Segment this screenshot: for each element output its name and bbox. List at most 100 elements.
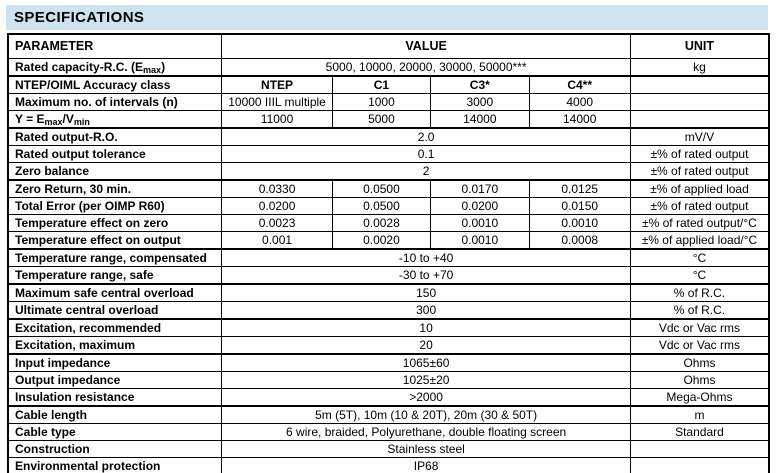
- parameter-cell: Temperature effect on output: [7, 231, 223, 250]
- table-row: Cable length 5m (5T), 10m (10 & 20T), 20m…: [7, 405, 770, 424]
- table-row: Output impedance 1025±20 Ohms: [7, 371, 770, 389]
- value-cell: 0.0125: [528, 179, 631, 198]
- unit-cell: [629, 75, 770, 94]
- value-cell: 0.0170: [430, 179, 530, 198]
- unit-cell: [629, 457, 770, 473]
- parameter-cell: Y = Emax/Vmin: [7, 110, 223, 129]
- value-cell: 1025±20: [221, 371, 631, 389]
- unit-column-header: UNIT: [629, 33, 770, 59]
- table-row: Ultimate central overload 300% of R.C.: [7, 301, 770, 320]
- unit-cell: Vdc or Vac rms: [629, 336, 770, 355]
- unit-cell: ±% of applied load/°C: [629, 231, 770, 250]
- table-row: Temperature effect on zero 0.0023 0.0028 0.…: [7, 214, 770, 232]
- value-cell: 0.0200: [221, 197, 333, 215]
- parameter-cell: Input impedance: [7, 353, 223, 372]
- specifications-table: PARAMETER VALUE UNIT Rated capacity-R.C.…: [7, 33, 770, 473]
- unit-cell: Standard: [629, 423, 770, 441]
- value-cell: 0.0500: [331, 179, 432, 198]
- parameter-cell: Cable type: [7, 423, 223, 441]
- table-row: Environmental protection IP68: [7, 457, 770, 473]
- value-cell: 14000: [430, 110, 530, 129]
- parameter-cell: Temperature effect on zero: [7, 214, 223, 232]
- unit-cell: ±% of rated output: [629, 145, 770, 163]
- value-column-header: VALUE: [221, 33, 631, 59]
- value-cell: 0.0028: [331, 214, 432, 232]
- value-cell: >2000: [221, 388, 631, 407]
- value-cell: 4000: [528, 93, 631, 111]
- value-cell: 11000: [221, 110, 333, 129]
- value-cell: 1065±60: [221, 353, 631, 372]
- parameter-cell: Construction: [7, 440, 223, 458]
- value-cell: 1000: [331, 93, 432, 111]
- table-row: NTEP/OIML Accuracy class NTEP C1 C3* C4**: [7, 75, 770, 94]
- unit-cell: °C: [629, 248, 770, 267]
- parameter-cell: Rated output-R.O.: [7, 127, 223, 146]
- parameter-cell: Excitation, maximum: [7, 336, 223, 355]
- unit-cell: m: [629, 405, 770, 424]
- value-cell: 20: [221, 336, 631, 355]
- unit-cell: ±% of applied load: [629, 179, 770, 198]
- value-cell: 3000: [430, 93, 530, 111]
- unit-cell: °C: [629, 266, 770, 285]
- value-cell: 5000, 10000, 20000, 30000, 50000***: [221, 58, 631, 77]
- value-cell: 10000 IIIL multiple: [221, 93, 333, 111]
- page-title: SPECIFICATIONS: [14, 9, 145, 26]
- table-row: Temperature range, safe -30 to +70 °C: [7, 266, 770, 285]
- value-cell: 150: [221, 283, 631, 302]
- value-cell: 0.0010: [430, 214, 530, 232]
- parameter-cell: Maximum no. of intervals (n): [7, 93, 223, 111]
- value-cell: C4**: [528, 75, 631, 94]
- value-cell: 0.0010: [528, 214, 631, 232]
- section-title-bar: SPECIFICATIONS: [6, 5, 768, 30]
- value-cell: 5000: [331, 110, 432, 129]
- table-row: Zero Return, 30 min. 0.0330 0.0500 0.0170 0.…: [7, 179, 770, 198]
- parameter-cell: Environmental protection: [7, 457, 223, 473]
- value-cell: 0.0010: [430, 231, 530, 250]
- table-row: Maximum safe central overload 150% of R.C…: [7, 283, 770, 302]
- parameter-cell: Rated capacity-R.C. (Emax): [7, 58, 223, 77]
- parameter-cell: Ultimate central overload: [7, 301, 223, 320]
- value-cell: 0.0023: [221, 214, 333, 232]
- unit-cell: ±% of rated output: [629, 197, 770, 215]
- unit-cell: ±% of rated output: [629, 162, 770, 181]
- table-row: Temperature range, compensated -10 to +40…: [7, 248, 770, 267]
- unit-cell: Mega-Ohms: [629, 388, 770, 407]
- table-row: Zero balance 2 ±% of rated output: [7, 162, 770, 181]
- unit-cell: Ohms: [629, 371, 770, 389]
- unit-cell: Vdc or Vac rms: [629, 318, 770, 337]
- table-row: Rated output tolerance 0.1 ±% of rated out…: [7, 145, 770, 163]
- table-row: Excitation, maximum 20 Vdc or Vac rms: [7, 336, 770, 355]
- value-cell: 0.0020: [331, 231, 432, 250]
- value-cell: 10: [221, 318, 631, 337]
- value-cell: C3*: [430, 75, 530, 94]
- value-cell: C1: [331, 75, 432, 94]
- value-cell: 14000: [528, 110, 631, 129]
- value-cell: 5m (5T), 10m (10 & 20T), 20m (30 & 50T): [221, 405, 631, 424]
- table-row: Rated capacity-R.C. (Emax) 5000, 10000, 2…: [7, 58, 770, 77]
- value-cell: 2: [221, 162, 631, 181]
- parameter-cell: NTEP/OIML Accuracy class: [7, 75, 223, 94]
- table-row: Input impedance 1065±60 Ohms: [7, 353, 770, 372]
- value-cell: 0.0150: [528, 197, 631, 215]
- value-cell: 0.1: [221, 145, 631, 163]
- unit-cell: kg: [629, 58, 770, 77]
- table-row: Temperature effect on output 0.001 0.0020 0…: [7, 231, 770, 250]
- unit-cell: % of R.C.: [629, 283, 770, 302]
- parameter-cell: Insulation resistance: [7, 388, 223, 407]
- value-cell: IP68: [221, 457, 631, 473]
- parameter-cell: Temperature range, safe: [7, 266, 223, 285]
- value-cell: Stainless steel: [221, 440, 631, 458]
- parameter-cell: Excitation, recommended: [7, 318, 223, 337]
- parameter-cell: Output impedance: [7, 371, 223, 389]
- unit-cell: % of R.C.: [629, 301, 770, 320]
- table-row: Y = Emax/Vmin 11000 5000 14000 14000: [7, 110, 770, 129]
- parameter-cell: Total Error (per OIMP R60): [7, 197, 223, 215]
- value-cell: 6 wire, braided, Polyurethane, double fl…: [221, 423, 631, 441]
- table-body: Rated capacity-R.C. (Emax) 5000, 10000, 2…: [7, 58, 770, 473]
- unit-cell: [629, 93, 770, 111]
- parameter-cell: Zero Return, 30 min.: [7, 179, 223, 198]
- table-row: Construction Stainless steel: [7, 440, 770, 458]
- parameter-cell: Maximum safe central overload: [7, 283, 223, 302]
- unit-cell: mV/V: [629, 127, 770, 146]
